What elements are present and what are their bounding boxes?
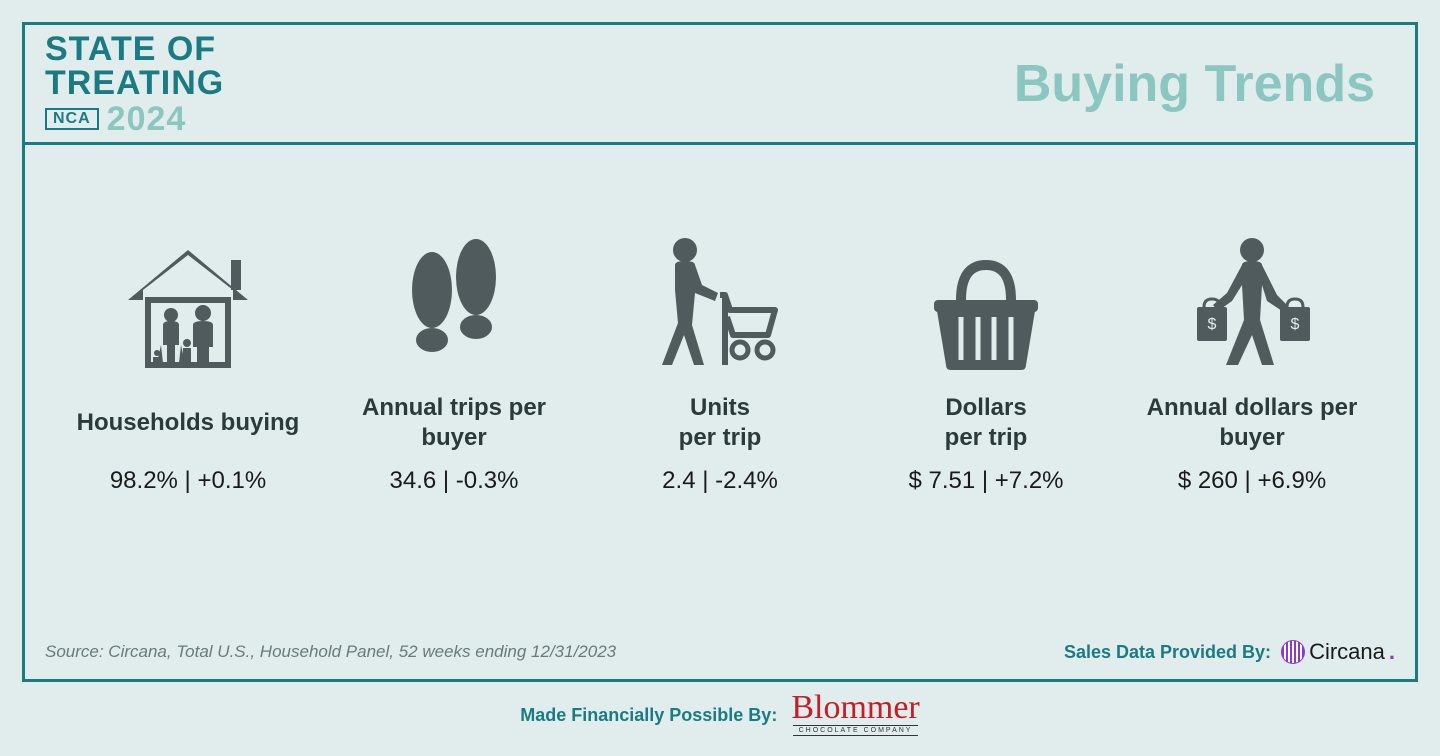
- circana-icon: [1281, 640, 1305, 664]
- metric-value: 34.6 | -0.3%: [390, 467, 519, 495]
- logo-line-1: STATE OF: [45, 32, 224, 66]
- metric-trips: Annual trips per buyer 34.6 | -0.3%: [331, 235, 577, 495]
- circana-dot: .: [1389, 639, 1395, 665]
- infographic-frame: STATE OF TREATING NCA 2024 Buying Trends: [22, 22, 1418, 682]
- metric-label: Annual trips per buyer: [331, 393, 577, 453]
- logo-line-2: TREATING: [45, 66, 224, 100]
- footprints-icon: [394, 235, 514, 375]
- svg-text:$: $: [1291, 316, 1300, 333]
- svg-text:$: $: [1208, 316, 1217, 333]
- house-family-icon: [113, 235, 263, 375]
- body-area: Households buying 98.2% | +0.1% Annual t…: [25, 145, 1415, 679]
- logo-row-3: NCA 2024: [45, 102, 224, 136]
- circana-name: Circana: [1309, 639, 1385, 665]
- metrics-row: Households buying 98.2% | +0.1% Annual t…: [65, 235, 1375, 495]
- metric-annual-dollars: $ $ Annual dollars per buyer $ 260 | +6.…: [1129, 235, 1375, 495]
- metric-value: $ 260 | +6.9%: [1178, 467, 1326, 495]
- shopper-cart-icon: [640, 235, 800, 375]
- blommer-subtitle: CHOCOLATE COMPANY: [793, 725, 919, 736]
- sponsor-row: Made Financially Possible By: Blommer CH…: [22, 694, 1418, 736]
- page-title: Buying Trends: [1014, 54, 1375, 114]
- sponsor-label: Made Financially Possible By:: [520, 705, 777, 726]
- metric-households: Households buying 98.2% | +0.1%: [65, 235, 311, 495]
- shopper-bags-icon: $ $: [1172, 235, 1332, 375]
- data-provider: Sales Data Provided By: Circana.: [1064, 639, 1395, 665]
- metric-label: Unitsper trip: [679, 393, 762, 453]
- metric-label: Households buying: [77, 393, 300, 453]
- report-year: 2024: [107, 102, 187, 136]
- source-text: Source: Circana, Total U.S., Household P…: [45, 642, 616, 662]
- footer-row: Source: Circana, Total U.S., Household P…: [45, 639, 1395, 665]
- basket-icon: [916, 235, 1056, 375]
- metric-dollars-trip: Dollarsper trip $ 7.51 | +7.2%: [863, 235, 1109, 495]
- blommer-name: Blommer: [791, 689, 919, 726]
- metric-units: Unitsper trip 2.4 | -2.4%: [597, 235, 843, 495]
- metric-label: Dollarsper trip: [945, 393, 1028, 453]
- blommer-logo: Blommer CHOCOLATE COMPANY: [791, 694, 919, 736]
- metric-value: 2.4 | -2.4%: [662, 467, 778, 495]
- header: STATE OF TREATING NCA 2024 Buying Trends: [25, 25, 1415, 145]
- circana-logo: Circana.: [1281, 639, 1395, 665]
- nca-badge: NCA: [45, 108, 99, 130]
- metric-value: $ 7.51 | +7.2%: [908, 467, 1063, 495]
- provider-label: Sales Data Provided By:: [1064, 642, 1271, 663]
- report-logo: STATE OF TREATING NCA 2024: [45, 32, 224, 136]
- metric-label: Annual dollars per buyer: [1129, 393, 1375, 453]
- metric-value: 98.2% | +0.1%: [110, 467, 266, 495]
